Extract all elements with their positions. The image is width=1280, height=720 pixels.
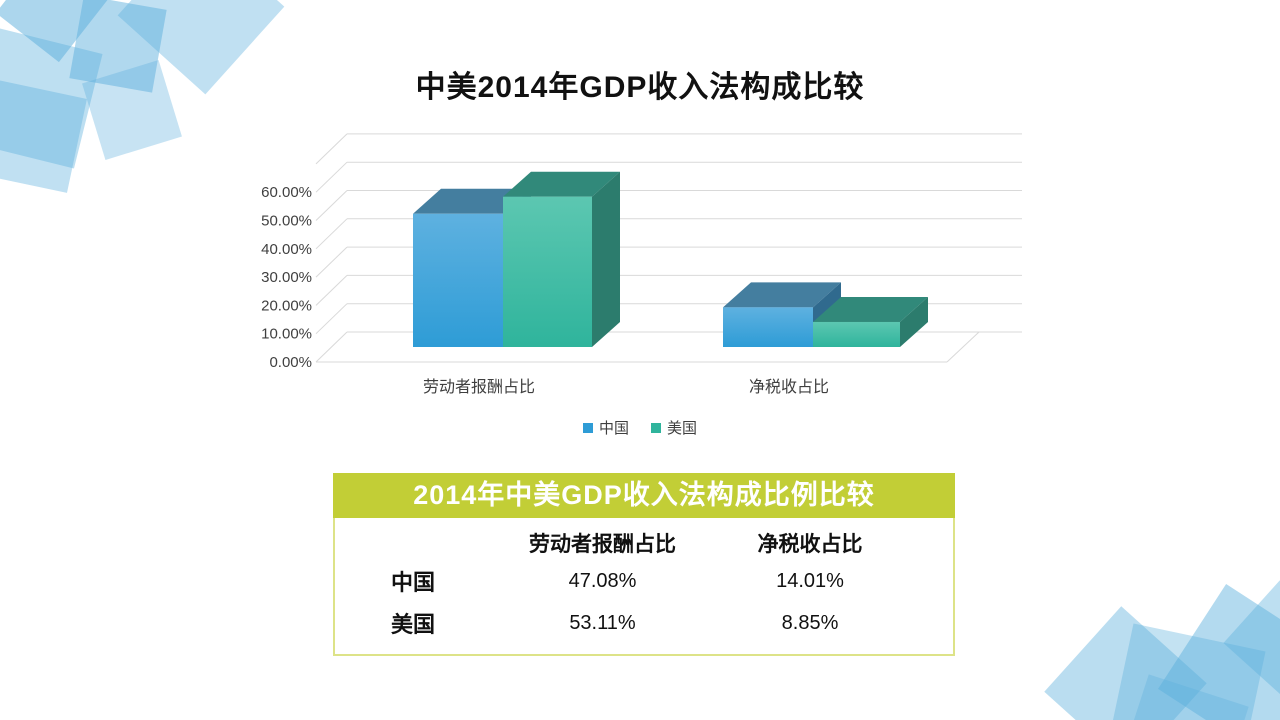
- bar-top-face: [723, 282, 841, 308]
- legend-item-usa: 美国: [651, 417, 697, 438]
- y-axis-tick-label: 20.00%: [261, 297, 312, 314]
- gridline-diagonal: [315, 133, 348, 165]
- bar-top-face: [413, 188, 531, 214]
- bar-side-face: [592, 171, 620, 347]
- legend-swatch-usa: [651, 422, 661, 433]
- bar-美国-0: [503, 171, 620, 347]
- legend-item-china: 中国: [582, 417, 629, 438]
- bar-top-face: [813, 296, 928, 322]
- china-labor-share-value: 47.08%: [568, 569, 637, 592]
- gridline-diagonal: [315, 275, 348, 306]
- chart-title: 中美2014年GDP收入法构成比较: [415, 71, 865, 104]
- china-net-tax-value: 14.01%: [776, 569, 844, 592]
- usa-labor-share-value: 53.11%: [569, 611, 636, 634]
- floor-right-edge: [946, 331, 980, 363]
- row-label-china: 中国: [391, 570, 436, 595]
- y-axis-tick-label: 0.00%: [269, 354, 312, 371]
- y-axis-tick-label: 60.00%: [261, 184, 312, 201]
- gridline-diagonal: [315, 161, 348, 193]
- y-axis-tick-label: 50.00%: [261, 213, 312, 230]
- table-title: 2014年中美GDP收入法构成比例比较: [333, 473, 955, 518]
- table-row-china: 中国 47.08% 14.01%: [335, 560, 953, 602]
- table-row-usa: 美国 53.11% 8.85%: [335, 602, 953, 644]
- y-axis-tick-label: 30.00%: [261, 269, 312, 286]
- y-axis-tick-label: 10.00%: [261, 326, 312, 343]
- legend-label-china: 中国: [598, 420, 629, 437]
- table-header-net-tax-share: 净税收占比: [757, 533, 863, 556]
- gridline-diagonal: [315, 303, 348, 335]
- category-label: 净税收占比: [749, 378, 829, 396]
- comparison-table: 2014年中美GDP收入法构成比例比较 劳动者报酬占比 净税收占比 中国 47.…: [333, 473, 955, 656]
- gridline-diagonal: [315, 331, 348, 363]
- bar-top-face: [503, 171, 620, 197]
- bar-front-face: [813, 321, 900, 347]
- bar-美国-1: [813, 296, 928, 347]
- gridline-diagonal: [315, 190, 348, 221]
- gridline-diagonal: [315, 246, 348, 278]
- usa-net-tax-value: 8.85%: [781, 611, 839, 634]
- table-header-row: 劳动者报酬占比 净税收占比: [335, 526, 953, 560]
- legend-label-usa: 美国: [667, 420, 698, 437]
- bar-front-face: [503, 196, 592, 347]
- y-axis-tick-label: 40.00%: [261, 241, 312, 258]
- row-label-usa: 美国: [391, 612, 436, 637]
- table-body: 劳动者报酬占比 净税收占比 中国 47.08% 14.01% 美国 53.11%…: [333, 518, 955, 656]
- table-header-labor-share: 劳动者报酬占比: [529, 533, 676, 556]
- legend-swatch-china: [582, 422, 593, 433]
- category-label: 劳动者报酬占比: [423, 378, 535, 396]
- bar-front-face: [723, 307, 813, 347]
- gridline-diagonal: [315, 218, 348, 250]
- chart-legend: 中国 美国: [0, 417, 1280, 438]
- bar-side-face: [900, 296, 928, 347]
- bar-front-face: [413, 213, 503, 347]
